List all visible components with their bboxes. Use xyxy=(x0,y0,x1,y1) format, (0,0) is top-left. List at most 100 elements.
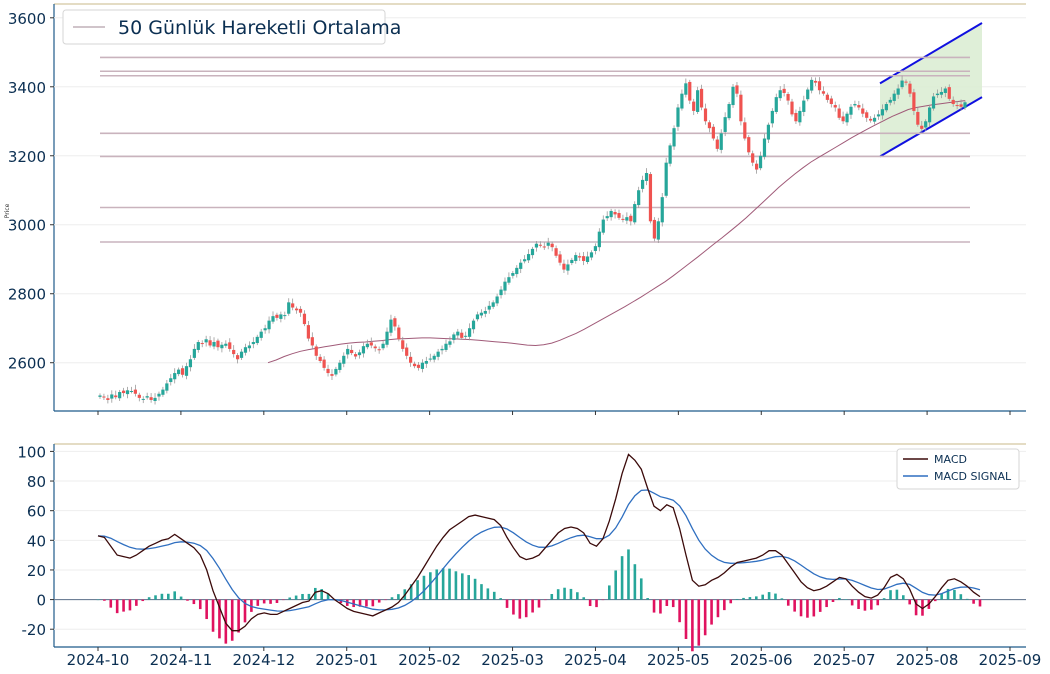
candle-body xyxy=(884,104,888,111)
candle-body xyxy=(204,339,208,343)
macd-histogram-bar xyxy=(588,599,592,607)
candle-body xyxy=(955,105,959,107)
macd-histogram-bar xyxy=(582,597,586,600)
candle-body xyxy=(306,325,310,339)
macd-histogram-bar xyxy=(307,593,311,600)
candle-body xyxy=(534,243,539,248)
macd-histogram-bar xyxy=(972,599,975,604)
macd-histogram-bar xyxy=(882,598,886,600)
candle-body xyxy=(668,145,672,164)
macd-histogram-bar xyxy=(154,595,157,600)
candle-body xyxy=(625,217,629,221)
macd-histogram-bar xyxy=(652,599,656,613)
candle-body xyxy=(719,133,723,150)
macd-histogram-bar xyxy=(205,599,208,620)
candle-body xyxy=(267,320,271,330)
candle-body xyxy=(118,392,122,399)
macd-histogram-bar xyxy=(243,599,247,623)
candle-body xyxy=(833,105,837,108)
candle-body xyxy=(845,113,849,123)
macd-histogram-bar xyxy=(499,598,502,600)
candle-body xyxy=(857,105,861,108)
macd-histogram-bar xyxy=(806,599,809,618)
macd-histogram-bar xyxy=(818,599,822,612)
macd-histogram-bar xyxy=(115,599,119,614)
macd-histogram-bar xyxy=(429,572,432,600)
candle-body xyxy=(585,256,590,262)
candle-body xyxy=(228,342,232,349)
candle-body xyxy=(519,262,523,269)
candle-body xyxy=(935,93,940,96)
macd-histogram-bar xyxy=(103,599,106,601)
candle-body xyxy=(467,328,472,337)
legend-label-macd: MACD xyxy=(934,453,967,466)
macd-histogram-bar xyxy=(358,599,362,607)
macd-histogram-bar xyxy=(294,595,298,600)
candle-body xyxy=(582,256,586,261)
x-axis-tick-label: 2025-02 xyxy=(398,651,461,669)
x-axis-tick-label: 2025-04 xyxy=(564,651,627,669)
macd-histogram-bar xyxy=(141,599,145,602)
candle-body xyxy=(192,348,196,358)
candle-body xyxy=(236,355,240,360)
candle-body xyxy=(770,110,774,124)
macd-histogram-bar xyxy=(275,599,279,603)
macd-histogram-bar xyxy=(921,599,924,616)
macd-histogram-bar xyxy=(441,568,445,600)
macd-ytick-label: 60 xyxy=(27,503,46,521)
candle-body xyxy=(353,354,358,357)
candle-body xyxy=(271,316,275,322)
candle-body xyxy=(574,255,578,261)
macd-histogram-bar xyxy=(761,594,764,600)
macd-histogram-bar xyxy=(831,599,835,603)
macd-histogram-bar xyxy=(365,599,368,607)
macd-histogram-bar xyxy=(416,580,419,600)
candle-body xyxy=(361,346,366,354)
macd-histogram-bar xyxy=(620,556,624,600)
candle-body xyxy=(778,90,782,99)
candle-body xyxy=(491,302,495,307)
macd-histogram-bar xyxy=(397,594,400,600)
macd-histogram-bar xyxy=(524,599,528,618)
legend-label-ma: 50 Günlük Hareketli Ortalama xyxy=(118,17,401,39)
candle-body xyxy=(291,303,295,308)
candle-body xyxy=(558,254,562,263)
macd-histogram-bar xyxy=(467,575,470,600)
candle-body xyxy=(483,310,487,314)
candle-body xyxy=(460,332,464,338)
candle-body xyxy=(464,335,468,337)
candle-body xyxy=(747,137,751,153)
candle-body xyxy=(424,360,428,364)
x-axis-tick-label: 2025-08 xyxy=(896,651,959,669)
macd-histogram-bar xyxy=(601,599,605,601)
macd-histogram-bar xyxy=(870,599,873,610)
candle-body xyxy=(758,155,763,169)
channel-upper-line xyxy=(879,22,983,85)
macd-histogram-bar xyxy=(716,599,720,618)
macd-histogram-bar xyxy=(691,599,694,652)
macd-histogram-bar xyxy=(812,599,816,617)
candle-body xyxy=(554,248,558,256)
macd-histogram-bar xyxy=(908,599,911,605)
candle-body xyxy=(751,153,755,163)
macd-histogram-bar xyxy=(946,588,950,600)
candle-body xyxy=(853,104,857,106)
candle-body xyxy=(471,320,476,330)
candle-body xyxy=(145,396,149,398)
candle-body xyxy=(121,390,126,394)
macd-histogram-bar xyxy=(512,599,515,615)
candle-body xyxy=(794,112,798,122)
candle-body xyxy=(821,91,826,94)
candle-body xyxy=(452,334,456,340)
macd-histogram-bar xyxy=(135,599,138,606)
candle-body xyxy=(723,117,727,132)
candle-body xyxy=(114,395,118,398)
candle-body xyxy=(141,398,145,400)
macd-ytick-label: 40 xyxy=(27,532,46,550)
candle-body xyxy=(125,390,130,395)
candle-body xyxy=(798,110,802,123)
candle-body xyxy=(279,314,283,319)
candle-body xyxy=(393,318,397,327)
candle-body xyxy=(920,125,924,129)
